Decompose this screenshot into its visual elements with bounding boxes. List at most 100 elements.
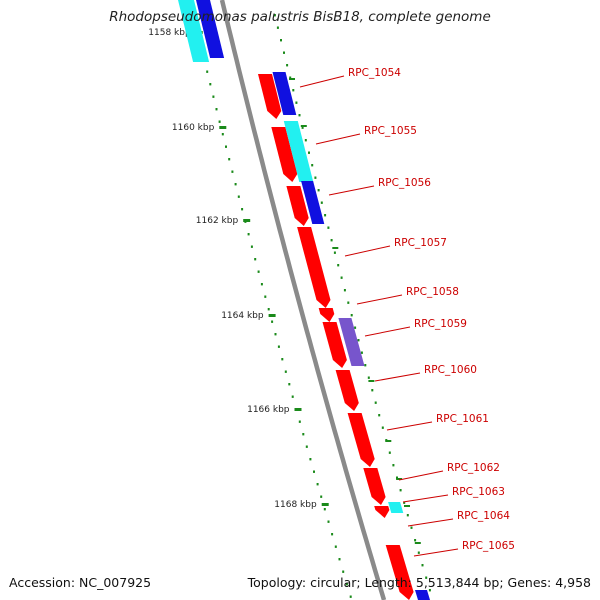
- gc-dot: [340, 276, 343, 279]
- forward-gene-arrow: [335, 370, 359, 411]
- gc-dot: [231, 170, 234, 173]
- reverse-gene-block: [272, 72, 297, 115]
- gene-label-rpc-1060: RPC_1060: [424, 364, 477, 376]
- gc-dash: [404, 505, 410, 507]
- forward-gene-arrow: [297, 227, 331, 308]
- gc-dot: [350, 314, 353, 317]
- gc-dot: [327, 520, 330, 523]
- kbp-scale: 1158 kbp 1160 kbp 1162 kbp 1164 kbp 1166 kbp…: [148, 28, 329, 510]
- gc-dot: [257, 270, 260, 273]
- gc-dot: [406, 514, 409, 517]
- gc-dot: [280, 39, 282, 42]
- gc-dot: [311, 164, 314, 167]
- gc-dot: [292, 89, 295, 92]
- gc-dot: [298, 114, 301, 117]
- kbp-tick-label: 1160 kbp: [172, 123, 215, 133]
- gc-dot: [304, 139, 307, 142]
- gc-dot: [388, 451, 391, 454]
- gc-dot: [337, 264, 340, 267]
- gc-dot: [288, 383, 291, 386]
- gc-dash: [414, 542, 421, 544]
- gene-label-rpc-1058: RPC_1058: [406, 286, 459, 298]
- gene-leader-line: [402, 494, 449, 503]
- forward-gene-arrow: [322, 322, 347, 368]
- gene-label-rpc-1061: RPC_1061: [436, 413, 489, 425]
- gc-dot: [276, 26, 279, 29]
- gc-dot: [313, 470, 315, 473]
- forward-gene-arrow: [271, 127, 298, 182]
- gc-dot: [237, 195, 240, 198]
- gc-dot: [298, 420, 301, 423]
- forward-gene-arrow: [286, 186, 309, 226]
- kbp-tick-label: 1166 kbp: [247, 405, 290, 415]
- gene-leader-line: [398, 470, 444, 481]
- gene-leader-line: [386, 421, 433, 431]
- gc-dot: [364, 364, 367, 367]
- map-title: Rhodopseudomonas palustris BisB18, compl…: [109, 9, 491, 25]
- genome-backbone: [219, 0, 387, 600]
- gc-dot: [320, 495, 323, 498]
- gc-dot: [317, 189, 320, 192]
- gc-dot: [218, 120, 221, 123]
- backbone-line: [219, 0, 387, 600]
- cyan-feature-block: [388, 502, 404, 513]
- gc-dot: [381, 426, 384, 429]
- kbp-tick: [243, 219, 251, 222]
- gc-dot: [309, 458, 312, 461]
- gene-label-rpc-1065: RPC_1065: [462, 540, 515, 552]
- gc-dot: [254, 258, 257, 261]
- gc-dot: [342, 570, 345, 573]
- forward-gene-arrow: [385, 545, 414, 600]
- gc-content-dots: [190, 8, 431, 598]
- gene-label-rpc-1062: RPC_1062: [447, 462, 500, 474]
- gc-dot: [284, 370, 287, 373]
- gc-dot: [428, 589, 431, 592]
- gc-dot: [371, 389, 374, 392]
- gc-dot: [347, 301, 350, 304]
- gene-label-rpc-1059: RPC_1059: [414, 318, 467, 330]
- cyan-feature-block: [178, 0, 210, 62]
- gene-label-rpc-1064: RPC_1064: [457, 510, 510, 522]
- gc-dot: [291, 395, 294, 398]
- gene-label-rpc-1055: RPC_1055: [364, 125, 417, 137]
- gc-dot: [289, 76, 292, 79]
- gc-dot: [425, 576, 428, 579]
- forward-gene-arrow: [318, 308, 335, 322]
- gc-dot: [241, 208, 244, 211]
- gc-dash: [289, 78, 295, 80]
- gc-dot: [378, 414, 381, 417]
- gene-label-rpc-1056: RPC_1056: [378, 177, 431, 189]
- gc-dot: [295, 101, 298, 104]
- genome-summary: Topology: circular; Length: 5,513,844 bp…: [247, 575, 591, 590]
- gc-dot: [330, 239, 333, 242]
- gc-dot: [260, 283, 263, 286]
- gc-dash: [300, 125, 307, 127]
- gc-dot: [410, 526, 413, 529]
- gc-dot: [357, 339, 360, 342]
- gene-leader-line: [299, 75, 345, 88]
- gc-dot: [247, 233, 250, 236]
- gc-dot: [338, 558, 341, 561]
- gc-dot: [421, 564, 424, 567]
- gc-dot: [349, 595, 352, 598]
- kbp-tick-label: 1168 kbp: [274, 500, 317, 510]
- gene-labels: RPC_1054 RPC_1055 RPC_1056 RPC_1057 RPC_1058…: [299, 67, 515, 557]
- gc-dot: [343, 289, 346, 292]
- gc-dash: [368, 380, 375, 382]
- purple-feature-block: [338, 318, 365, 366]
- gc-dot: [283, 51, 285, 54]
- gc-dot: [314, 176, 317, 179]
- kbp-tick-label: 1162 kbp: [196, 216, 239, 226]
- gc-dot: [215, 108, 218, 111]
- gc-dash: [396, 478, 403, 480]
- gc-dot: [250, 245, 253, 248]
- gc-dot: [324, 214, 327, 217]
- gc-dot: [302, 433, 305, 436]
- reverse-gene-block: [415, 590, 430, 600]
- gc-dot: [274, 333, 277, 336]
- gc-dot: [331, 533, 334, 536]
- gc-dot: [417, 551, 420, 554]
- gc-dot: [320, 201, 323, 204]
- gc-dot: [225, 145, 227, 148]
